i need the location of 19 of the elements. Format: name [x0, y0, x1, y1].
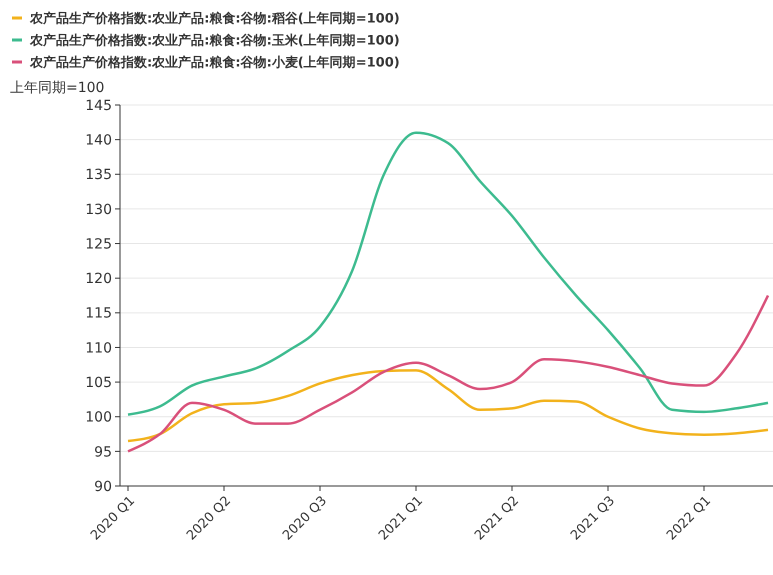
legend-label: 农产品生产价格指数:农业产品:粮食:谷物:稻谷(上年同期=100): [29, 10, 400, 27]
y-tick-label: 135: [85, 167, 112, 184]
legend-label: 农产品生产价格指数:农业产品:粮食:谷物:玉米(上年同期=100): [29, 32, 400, 49]
y-tick-label: 100: [85, 410, 112, 426]
y-tick-label: 90: [94, 478, 112, 495]
y-tick-label: 120: [85, 271, 112, 288]
y-tick-label: 115: [85, 306, 112, 322]
y-tick-label: 125: [85, 236, 112, 252]
y-tick-label: 145: [85, 98, 112, 114]
y-axis-title: 上年同期=100: [10, 80, 104, 96]
line-series: [126, 294, 770, 453]
y-tick-label: 140: [85, 132, 112, 149]
y-tick-label: 110: [85, 340, 112, 356]
y-tick-label: 95: [94, 444, 112, 460]
y-tick-label: 130: [85, 202, 112, 218]
line-series: [126, 131, 770, 416]
y-tick-label: 105: [85, 374, 112, 391]
line-series: [126, 369, 770, 442]
legend-label: 农产品生产价格指数:农业产品:粮食:谷物:小麦(上年同期=100): [29, 54, 400, 71]
